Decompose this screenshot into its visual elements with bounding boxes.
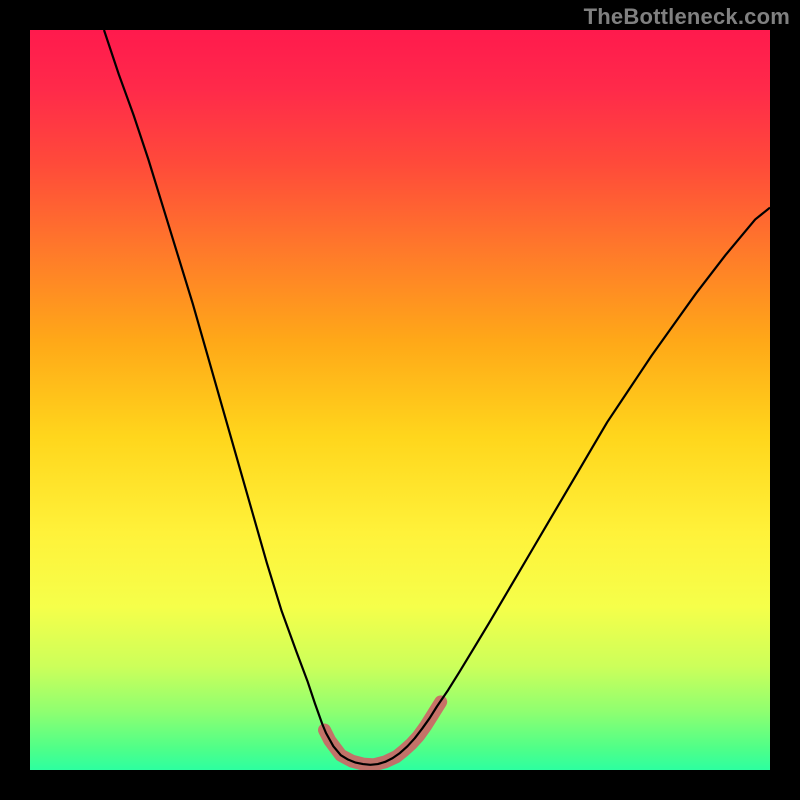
plot-area bbox=[30, 30, 770, 770]
bottleneck-curve-chart bbox=[30, 30, 770, 770]
gradient-background bbox=[30, 30, 770, 770]
chart-container: TheBottleneck.com bbox=[0, 0, 800, 800]
watermark-text: TheBottleneck.com bbox=[584, 4, 790, 30]
